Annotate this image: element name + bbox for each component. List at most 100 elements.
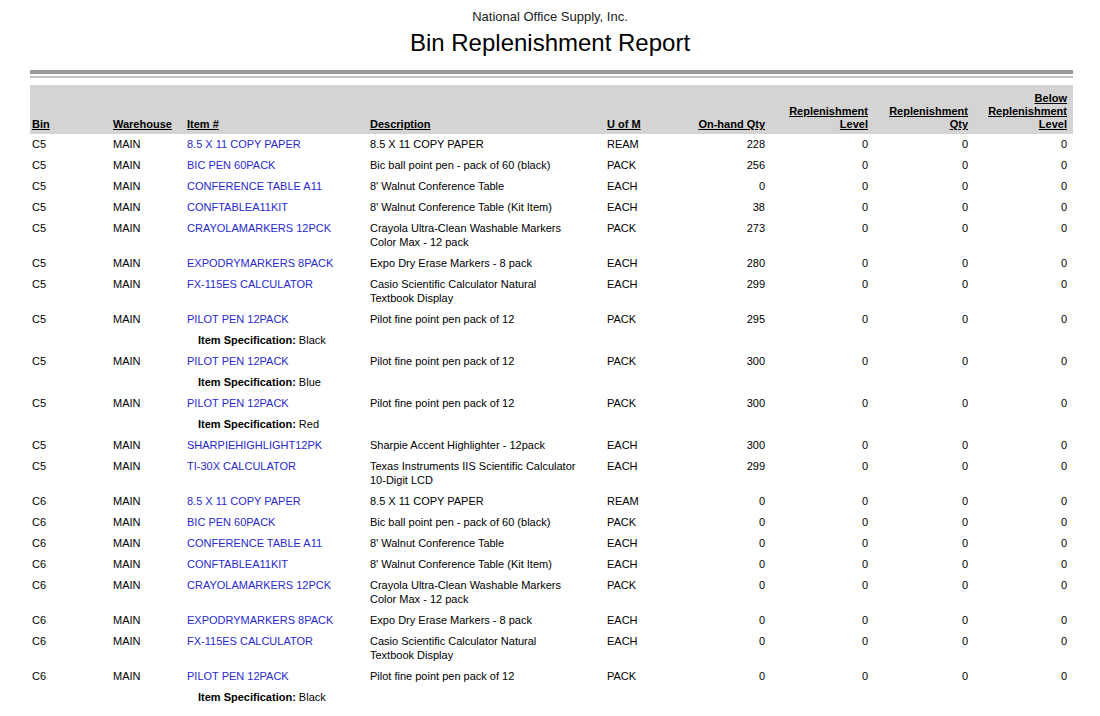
cell-warehouse: MAIN — [111, 666, 185, 687]
item-specification-cell: Item Specification: Blue — [30, 372, 1073, 393]
cell-uom: PACK — [605, 309, 663, 330]
cell-bin: C5 — [30, 393, 111, 414]
item-specification-label: Item Specification: — [198, 376, 296, 388]
table-row: C6MAINCONFERENCE TABLE A118' Walnut Conf… — [30, 533, 1073, 554]
cell-onhand: 38 — [663, 197, 765, 218]
cell-description: 8' Walnut Conference Table — [368, 533, 605, 554]
item-specification-label: Item Specification: — [198, 334, 296, 346]
cell-description: Pilot fine point pen pack of 12 — [368, 393, 605, 414]
cell-below: 0 — [968, 176, 1073, 197]
column-header-repl_level: Replenishment Level — [765, 85, 868, 134]
table-row: C5MAINEXPODRYMARKERS 8PACKExpo Dry Erase… — [30, 253, 1073, 274]
item-specification-value: Black — [299, 691, 326, 703]
cell-item: CONFTABLEA11KIT — [185, 197, 368, 218]
item-specification-cell: Item Specification: Red — [30, 414, 1073, 435]
item-number-link[interactable]: CRAYOLAMARKERS 12PCK — [187, 579, 331, 591]
cell-warehouse: MAIN — [111, 512, 185, 533]
cell-onhand: 0 — [663, 610, 765, 631]
cell-warehouse: MAIN — [111, 393, 185, 414]
cell-uom: PACK — [605, 393, 663, 414]
item-number-link[interactable]: CONFTABLEA11KIT — [187, 201, 288, 213]
cell-item: PILOT PEN 12PACK — [185, 309, 368, 330]
item-specification-label: Item Specification: — [198, 691, 296, 703]
cell-bin: C5 — [30, 134, 111, 155]
item-number-link[interactable]: 8.5 X 11 COPY PAPER — [187, 495, 301, 507]
item-number-link[interactable]: CRAYOLAMARKERS 12PCK — [187, 222, 331, 234]
cell-item: SHARPIEHIGHLIGHT12PK — [185, 435, 368, 456]
cell-description: Sharpie Accent Highlighter - 12pack — [368, 435, 605, 456]
item-number-link[interactable]: PILOT PEN 12PACK — [187, 670, 289, 682]
cell-repl_qty: 0 — [868, 155, 968, 176]
cell-uom: EACH — [605, 631, 663, 666]
item-number-link[interactable]: BIC PEN 60PACK — [187, 159, 275, 171]
cell-below: 0 — [968, 631, 1073, 666]
cell-uom: REAM — [605, 134, 663, 155]
cell-description: Bic ball point pen - pack of 60 (black) — [368, 155, 605, 176]
item-number-link[interactable]: FX-115ES CALCULATOR — [187, 635, 313, 647]
cell-repl_qty: 0 — [868, 253, 968, 274]
table-row: C5MAINPILOT PEN 12PACK Pilot fine point p… — [30, 393, 1073, 414]
cell-bin: C6 — [30, 666, 111, 687]
cell-repl_qty: 0 — [868, 197, 968, 218]
cell-bin: C5 — [30, 155, 111, 176]
cell-item: EXPODRYMARKERS 8PACK — [185, 610, 368, 631]
cell-warehouse: MAIN — [111, 435, 185, 456]
cell-warehouse: MAIN — [111, 456, 185, 491]
cell-onhand: 228 — [663, 134, 765, 155]
table-row: C5MAINBIC PEN 60PACKBic ball point pen -… — [30, 155, 1073, 176]
column-header-description: Description — [368, 85, 605, 134]
cell-repl_qty: 0 — [868, 351, 968, 372]
cell-bin: C5 — [30, 309, 111, 330]
cell-item: CONFERENCE TABLE A11 — [185, 176, 368, 197]
item-number-link[interactable]: SHARPIEHIGHLIGHT12PK — [187, 439, 322, 451]
item-number-link[interactable]: EXPODRYMARKERS 8PACK — [187, 257, 333, 269]
cell-warehouse: MAIN — [111, 309, 185, 330]
table-row: C6MAINBIC PEN 60PACKBic ball point pen -… — [30, 512, 1073, 533]
cell-uom: PACK — [605, 155, 663, 176]
cell-warehouse: MAIN — [111, 610, 185, 631]
cell-description: 8' Walnut Conference Table (Kit Item) — [368, 197, 605, 218]
cell-uom: EACH — [605, 610, 663, 631]
table-row: C6MAINCONFTABLEA11KIT8' Walnut Conferenc… — [30, 554, 1073, 575]
cell-uom: EACH — [605, 456, 663, 491]
cell-item: PILOT PEN 12PACK — [185, 393, 368, 414]
table-row: C5MAIN8.5 X 11 COPY PAPER8.5 X 11 COPY P… — [30, 134, 1073, 155]
cell-below: 0 — [968, 197, 1073, 218]
column-header-onhand: On-hand Qty — [663, 85, 765, 134]
table-row: C6MAINCRAYOLAMARKERS 12PCKCrayola Ultra-… — [30, 575, 1073, 610]
cell-uom: REAM — [605, 491, 663, 512]
table-row: C6MAINEXPODRYMARKERS 8PACKExpo Dry Erase… — [30, 610, 1073, 631]
table-body: C5MAIN8.5 X 11 COPY PAPER8.5 X 11 COPY P… — [30, 134, 1073, 708]
item-specification-cell: Item Specification: Black — [30, 687, 1073, 708]
item-number-link[interactable]: TI-30X CALCULATOR — [187, 460, 296, 472]
cell-repl_level: 0 — [765, 666, 868, 687]
item-number-link[interactable]: PILOT PEN 12PACK — [187, 313, 289, 325]
item-number-link[interactable]: CONFERENCE TABLE A11 — [187, 180, 322, 192]
cell-onhand: 300 — [663, 351, 765, 372]
cell-warehouse: MAIN — [111, 554, 185, 575]
cell-repl_level: 0 — [765, 218, 868, 253]
cell-description: Expo Dry Erase Markers - 8 pack — [368, 610, 605, 631]
cell-description: 8.5 X 11 COPY PAPER — [368, 134, 605, 155]
item-number-link[interactable]: 8.5 X 11 COPY PAPER — [187, 138, 301, 150]
cell-bin: C6 — [30, 554, 111, 575]
item-number-link[interactable]: FX-115ES CALCULATOR — [187, 278, 313, 290]
item-number-link[interactable]: PILOT PEN 12PACK — [187, 397, 289, 409]
item-number-link[interactable]: EXPODRYMARKERS 8PACK — [187, 614, 333, 626]
cell-bin: C6 — [30, 491, 111, 512]
cell-description: Expo Dry Erase Markers - 8 pack — [368, 253, 605, 274]
item-number-link[interactable]: CONFERENCE TABLE A11 — [187, 537, 322, 549]
cell-onhand: 0 — [663, 491, 765, 512]
cell-description: Casio Scientific Calculator Natural Text… — [368, 631, 605, 666]
item-number-link[interactable]: BIC PEN 60PACK — [187, 516, 275, 528]
cell-warehouse: MAIN — [111, 274, 185, 309]
cell-repl_level: 0 — [765, 435, 868, 456]
item-specification-value: Blue — [299, 376, 321, 388]
cell-onhand: 0 — [663, 575, 765, 610]
cell-item: EXPODRYMARKERS 8PACK — [185, 253, 368, 274]
cell-onhand: 273 — [663, 218, 765, 253]
cell-item: FX-115ES CALCULATOR — [185, 274, 368, 309]
column-header-below: Below Replenishment Level — [968, 85, 1073, 134]
item-number-link[interactable]: CONFTABLEA11KIT — [187, 558, 288, 570]
item-number-link[interactable]: PILOT PEN 12PACK — [187, 355, 289, 367]
